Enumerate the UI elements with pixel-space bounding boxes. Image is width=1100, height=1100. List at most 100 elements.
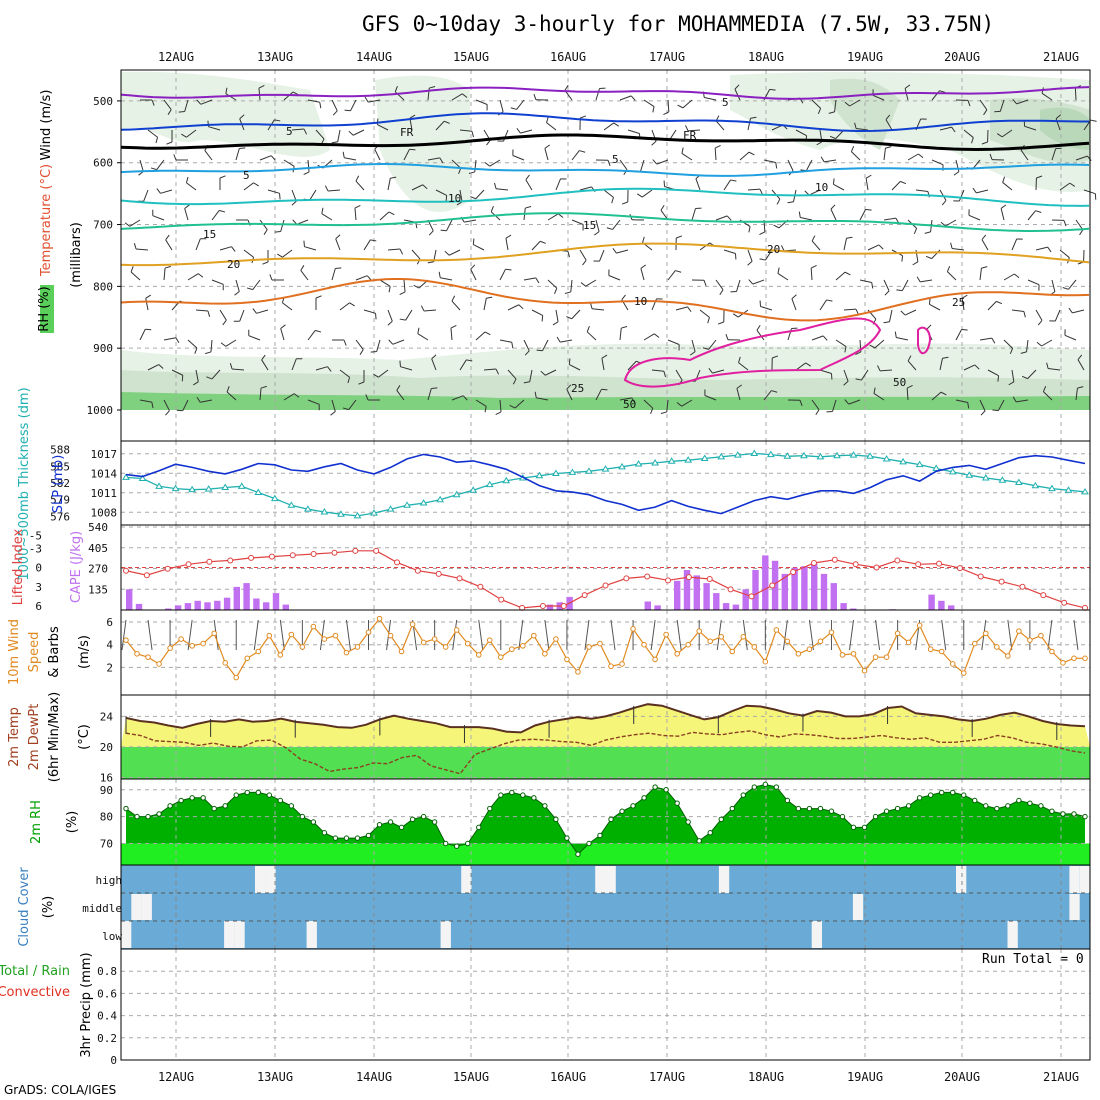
wind-barb — [523, 339, 530, 352]
wind-barb-flag — [904, 84, 911, 89]
wind-barb — [867, 244, 880, 251]
thickness-marker — [733, 451, 742, 458]
wind10-barb — [941, 619, 947, 651]
wind-barb-flag — [239, 147, 246, 149]
pressure-tick-label: 600 — [93, 157, 113, 170]
wind-barb-flag — [877, 365, 881, 372]
wind-barb — [819, 369, 832, 374]
wind-barb — [489, 159, 501, 167]
rh-marker — [453, 843, 460, 849]
lifted-marker — [352, 547, 359, 554]
wind-barb-flag — [450, 324, 457, 329]
wind-barb — [431, 358, 437, 371]
thickness-marker — [618, 462, 626, 470]
wind-barb-flag — [660, 204, 665, 211]
wind-barb-flag — [630, 95, 636, 101]
wind-barb — [363, 239, 371, 251]
wind-barb — [204, 150, 213, 161]
wind-barb-flag — [470, 196, 477, 200]
rh-dark-fill — [126, 784, 1085, 855]
isotherm-28 — [623, 317, 882, 388]
wind-barb-flag — [158, 364, 164, 369]
wind-barb — [403, 149, 410, 161]
wind10-barb — [345, 619, 351, 651]
wind-barb — [300, 270, 309, 281]
wind-barb-flag — [829, 135, 836, 140]
thickness-marker — [138, 474, 147, 482]
wind-barb-flag — [156, 188, 161, 194]
cape-bar — [233, 586, 240, 610]
thickness-marker — [188, 485, 197, 493]
thickness-tick-label: 582 — [50, 477, 70, 490]
wind-barb — [475, 99, 488, 105]
wind-barb — [505, 238, 509, 251]
wind10-marker — [497, 654, 504, 660]
wind-barb-flag — [130, 266, 134, 273]
wind-barb-flag — [260, 385, 267, 389]
wind-barb-flag — [486, 139, 491, 146]
rh-marker — [509, 789, 515, 796]
date-label-top: 15AUG — [453, 50, 489, 64]
cape-bar — [762, 555, 769, 610]
rh-marker — [564, 835, 570, 841]
lifted-marker — [831, 556, 838, 563]
date-label-top: 16AUG — [550, 50, 586, 64]
wind-barb-flag — [854, 122, 857, 129]
thickness-marker — [204, 485, 213, 492]
wind-barb-flag — [869, 344, 876, 349]
wind-barb-flag — [980, 410, 986, 416]
wind-barb — [791, 298, 797, 311]
rh-marker — [332, 835, 339, 841]
wind-barb — [612, 219, 621, 230]
wind10-barb — [147, 619, 153, 651]
isotherm-label: 20 — [227, 258, 240, 271]
wind-barb — [243, 182, 254, 191]
rh-marker — [310, 819, 317, 825]
wind-barb — [309, 189, 317, 201]
thickness-marker — [122, 473, 130, 480]
wind-barb-flag — [621, 294, 626, 301]
wind-barb — [417, 333, 429, 341]
wind-barb-flag — [992, 409, 999, 412]
pressure-tick-label: 900 — [93, 342, 113, 355]
cape-bar — [174, 605, 182, 610]
wind-barb-flag — [472, 238, 475, 245]
rh-marker — [641, 795, 647, 801]
wind-barb — [547, 213, 559, 221]
wind-barb — [931, 249, 941, 259]
wind-barb — [1043, 391, 1053, 401]
wind-barb-flag — [364, 96, 369, 103]
wind-barb — [459, 359, 467, 371]
wind10-barb — [253, 619, 259, 651]
wind-barb-flag — [422, 184, 428, 190]
wind-barb — [195, 238, 201, 251]
wind-barb — [459, 189, 463, 202]
wind10-marker — [927, 646, 934, 653]
wind-barb — [979, 399, 986, 412]
wind-barb-flag — [566, 316, 573, 320]
wind10-marker — [420, 639, 427, 646]
wind10-barb — [319, 619, 325, 651]
wind-barb — [915, 189, 928, 192]
wind10-marker — [387, 632, 394, 639]
wind-barb-flag — [541, 315, 544, 322]
wind-barb — [1051, 279, 1056, 292]
wind-barb — [1016, 399, 1029, 403]
wind-barb — [833, 183, 845, 191]
lifted-marker — [373, 547, 380, 554]
thickness-marker — [436, 495, 445, 503]
wind10-marker — [266, 632, 273, 639]
lifted-marker — [915, 561, 922, 568]
thickness-marker — [155, 482, 163, 489]
wind10-marker — [971, 640, 978, 647]
rh-fill-0 — [121, 71, 330, 157]
wind-barb — [805, 159, 813, 171]
wind-barb — [280, 219, 285, 232]
wind-barb — [147, 129, 158, 138]
wind-barb-flag — [759, 231, 766, 235]
wind-barb — [514, 399, 525, 409]
wind-barb-flag — [222, 319, 227, 326]
wind-barb — [348, 399, 357, 410]
thickness-marker — [171, 484, 180, 492]
wind-barb-flag — [539, 240, 546, 244]
